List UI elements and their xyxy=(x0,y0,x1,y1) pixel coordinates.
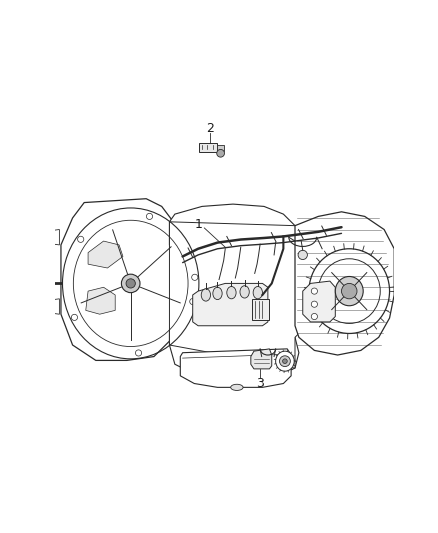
Ellipse shape xyxy=(279,356,290,367)
Polygon shape xyxy=(86,287,115,314)
Ellipse shape xyxy=(190,298,196,305)
Ellipse shape xyxy=(298,251,307,260)
Ellipse shape xyxy=(231,384,243,391)
Polygon shape xyxy=(251,349,272,369)
Polygon shape xyxy=(170,222,311,368)
Ellipse shape xyxy=(217,149,225,157)
Polygon shape xyxy=(61,199,173,360)
Ellipse shape xyxy=(71,314,78,320)
Ellipse shape xyxy=(311,288,318,294)
Ellipse shape xyxy=(240,286,249,298)
Polygon shape xyxy=(170,204,295,264)
Polygon shape xyxy=(46,230,60,245)
Polygon shape xyxy=(46,299,60,314)
Ellipse shape xyxy=(342,284,357,299)
Ellipse shape xyxy=(253,287,262,299)
Ellipse shape xyxy=(311,301,318,308)
Text: 2: 2 xyxy=(206,122,214,135)
FancyBboxPatch shape xyxy=(218,145,224,151)
FancyBboxPatch shape xyxy=(252,299,269,320)
Ellipse shape xyxy=(146,213,152,220)
Ellipse shape xyxy=(213,287,222,300)
Ellipse shape xyxy=(201,289,211,301)
Ellipse shape xyxy=(126,279,135,288)
Ellipse shape xyxy=(43,278,51,289)
Ellipse shape xyxy=(311,313,318,320)
Text: 1: 1 xyxy=(194,217,202,231)
Polygon shape xyxy=(295,212,394,355)
Polygon shape xyxy=(303,281,336,322)
Text: 3: 3 xyxy=(256,377,264,390)
Polygon shape xyxy=(180,349,291,387)
FancyBboxPatch shape xyxy=(199,142,218,152)
Ellipse shape xyxy=(135,350,141,356)
Ellipse shape xyxy=(227,287,236,299)
Ellipse shape xyxy=(78,236,84,243)
Polygon shape xyxy=(88,241,123,268)
Ellipse shape xyxy=(283,359,287,364)
Ellipse shape xyxy=(192,274,198,280)
Ellipse shape xyxy=(276,351,294,371)
Polygon shape xyxy=(170,326,299,379)
Polygon shape xyxy=(193,284,268,326)
Ellipse shape xyxy=(121,274,140,293)
Ellipse shape xyxy=(336,277,363,306)
